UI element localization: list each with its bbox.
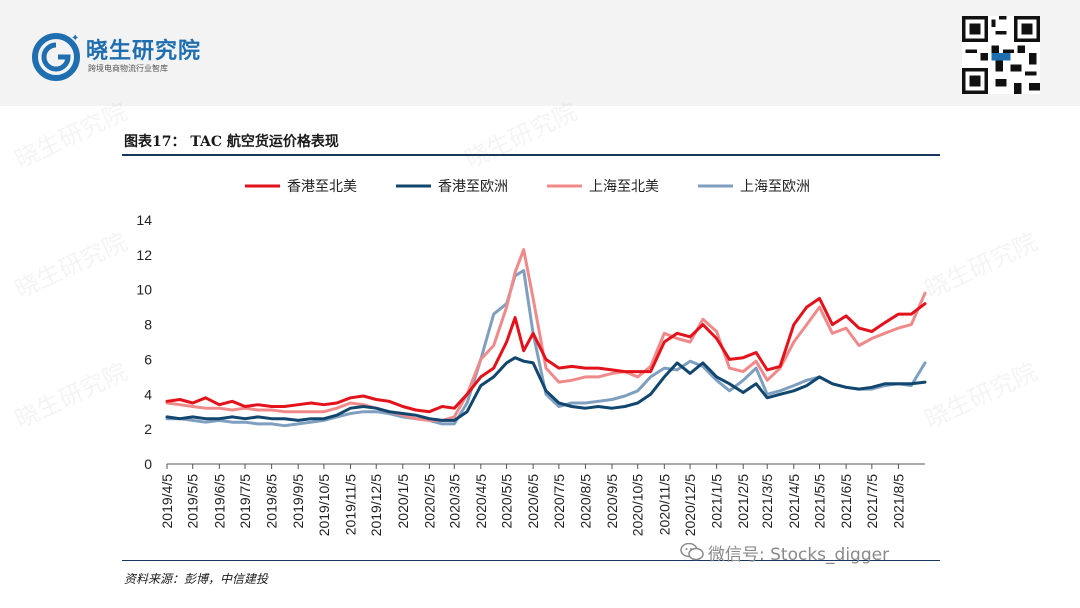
x-tick-label: 2020/5/5	[499, 474, 515, 529]
source-rule	[122, 560, 940, 561]
qr-code-icon	[962, 16, 1040, 94]
logo-title: 晓生研究院	[86, 39, 202, 64]
series-line	[165, 296, 927, 414]
x-tick-label: 2021/6/5	[838, 474, 854, 529]
x-tick-label: 2020/10/5	[630, 474, 646, 536]
x-tick-label: 2021/1/5	[709, 474, 725, 529]
x-tick-label: 2020/3/5	[446, 474, 462, 529]
x-tick-label: 2020/11/5	[656, 474, 672, 535]
header-band	[0, 0, 1080, 106]
x-tick-label: 2020/7/5	[551, 474, 567, 529]
series-line	[165, 356, 927, 422]
svg-text:✦: ✦	[71, 33, 79, 44]
wechat-icon	[680, 543, 704, 561]
figure-title: 图表17： TAC 航空货运价格表现	[124, 134, 339, 150]
logo-icon: ✦	[32, 33, 80, 81]
x-tick-label: 2021/8/5	[890, 474, 906, 529]
logo-subtitle: 跨境电商物流行业智库	[88, 64, 168, 73]
y-tick-label: 6	[144, 351, 152, 367]
y-tick-label: 12	[136, 247, 152, 263]
y-tick-label: 8	[144, 317, 152, 333]
legend-label: 上海至北美	[589, 179, 659, 195]
source-note: 资料来源：彭博，中信建投	[124, 572, 269, 586]
x-tick-label: 2020/9/5	[604, 474, 620, 529]
x-tick-label: 2019/7/5	[237, 474, 253, 529]
x-tick-label: 2021/2/5	[735, 474, 751, 529]
y-tick-label: 4	[144, 386, 152, 402]
x-tick-label: 2020/1/5	[395, 474, 411, 529]
x-tick-label: 2021/5/5	[812, 474, 828, 529]
title-rule	[122, 154, 940, 156]
x-tick-label: 2021/4/5	[786, 474, 802, 529]
y-tick-label: 2	[144, 421, 152, 437]
legend: 香港至北美 香港至欧洲 上海至北美 上海至欧洲	[245, 179, 810, 195]
x-tick-label: 2019/12/5	[368, 474, 384, 536]
legend-label: 香港至欧洲	[438, 179, 508, 195]
x-tick-label: 2019/5/5	[185, 474, 201, 529]
series-lines	[165, 248, 927, 428]
x-tick-label: 2019/8/5	[264, 474, 280, 529]
wechat-id: 微信号: Stocks_digger	[708, 545, 890, 565]
series-line	[165, 248, 927, 422]
x-tick-label: 2021/3/5	[759, 474, 775, 529]
axes: 0 2 4 6 8 10 12 14 2019/4/5 2019/5/5 2019/6/5 2019/…	[136, 212, 925, 536]
x-tick-label: 2021/7/5	[864, 474, 880, 529]
legend-label: 香港至北美	[287, 179, 357, 195]
x-tick-label: 2020/12/5	[682, 474, 698, 536]
x-tick-label: 2020/6/5	[525, 474, 541, 529]
x-tick-label: 2020/4/5	[473, 474, 489, 529]
x-tick-label: 2019/10/5	[316, 474, 332, 536]
x-tick-label: 2020/2/5	[421, 474, 437, 529]
series-line	[165, 269, 927, 428]
y-tick-label: 0	[144, 456, 152, 472]
y-tick-label: 10	[136, 282, 152, 298]
y-tick-label: 14	[136, 212, 152, 228]
x-tick-label: 2019/9/5	[290, 474, 306, 529]
x-tick-label: 2019/11/5	[342, 474, 358, 535]
legend-label: 上海至欧洲	[740, 179, 810, 195]
x-tick-label: 2019/4/5	[159, 474, 175, 529]
x-tick-label: 2020/8/5	[577, 474, 593, 529]
x-tick-label: 2019/6/5	[211, 474, 227, 529]
